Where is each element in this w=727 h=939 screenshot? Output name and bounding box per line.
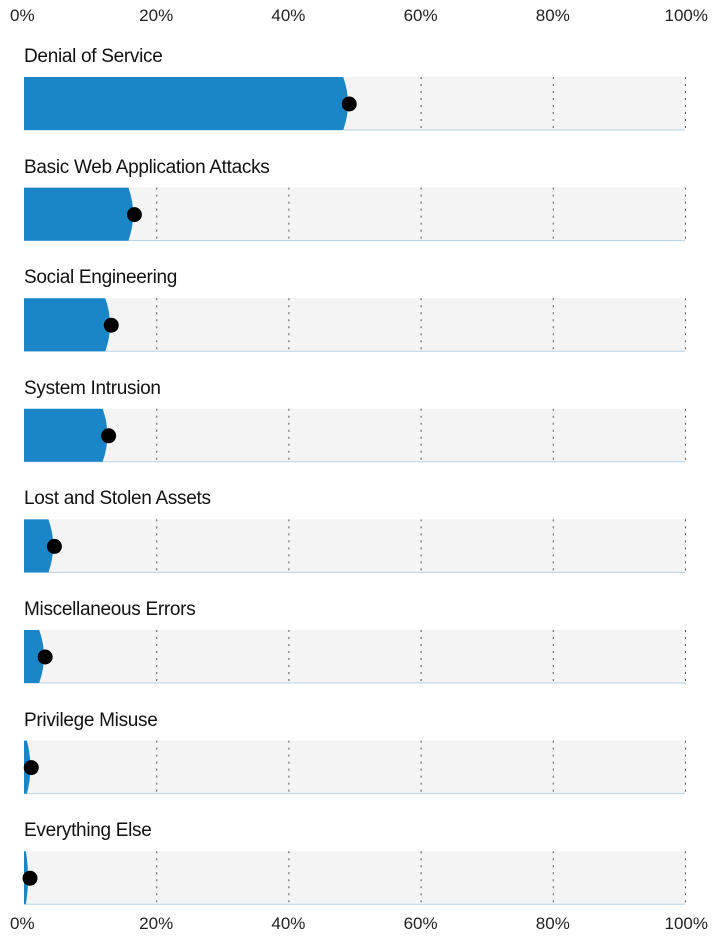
bottom-axis-tick-label: 0% bbox=[10, 914, 35, 933]
bar-track bbox=[24, 630, 685, 683]
category-label: Miscellaneous Errors bbox=[24, 599, 196, 620]
top-axis-tick-label: 80% bbox=[535, 6, 570, 25]
bar bbox=[24, 630, 44, 683]
top-axis-tick-label: 100% bbox=[664, 6, 708, 25]
bar bbox=[24, 519, 54, 573]
top-axis-tick-label: 60% bbox=[403, 6, 438, 25]
bottom-axis-tick-label: 40% bbox=[271, 914, 306, 933]
category-label: Privilege Misuse bbox=[24, 709, 158, 731]
bar bbox=[24, 298, 111, 352]
bar-track bbox=[24, 740, 685, 794]
bottom-axis-tick-label: 80% bbox=[535, 914, 570, 933]
category-label: Lost and Stolen Assets bbox=[24, 488, 211, 510]
bar-track bbox=[24, 408, 685, 462]
bar bbox=[24, 187, 134, 241]
category-label: Everything Else bbox=[24, 820, 152, 842]
top-axis-tick-label: 20% bbox=[139, 6, 174, 25]
value-dot bbox=[46, 538, 62, 554]
category-label: Basic Web Application Attacks bbox=[24, 156, 270, 178]
category-label: Social Engineering bbox=[24, 267, 178, 289]
top-axis-tick-label: 0% bbox=[10, 6, 35, 25]
bottom-axis-tick-label: 100% bbox=[664, 914, 708, 933]
category-label: Denial of Service bbox=[24, 46, 163, 67]
value-dot bbox=[101, 428, 117, 444]
category-label: System Intrusion bbox=[24, 377, 161, 399]
bar-track bbox=[24, 298, 685, 352]
value-dot bbox=[23, 760, 39, 776]
bottom-axis-tick-label: 20% bbox=[139, 914, 174, 933]
bar bbox=[24, 77, 349, 130]
bar-track bbox=[24, 519, 685, 573]
value-dot bbox=[126, 207, 142, 223]
value-dot bbox=[37, 649, 53, 665]
value-dot bbox=[22, 870, 38, 886]
bar bbox=[24, 408, 108, 462]
top-axis-tick-label: 40% bbox=[271, 6, 306, 25]
bottom-axis-tick-label: 60% bbox=[403, 914, 438, 933]
value-dot bbox=[341, 96, 357, 112]
value-dot bbox=[103, 317, 119, 333]
bar-track bbox=[24, 851, 685, 905]
